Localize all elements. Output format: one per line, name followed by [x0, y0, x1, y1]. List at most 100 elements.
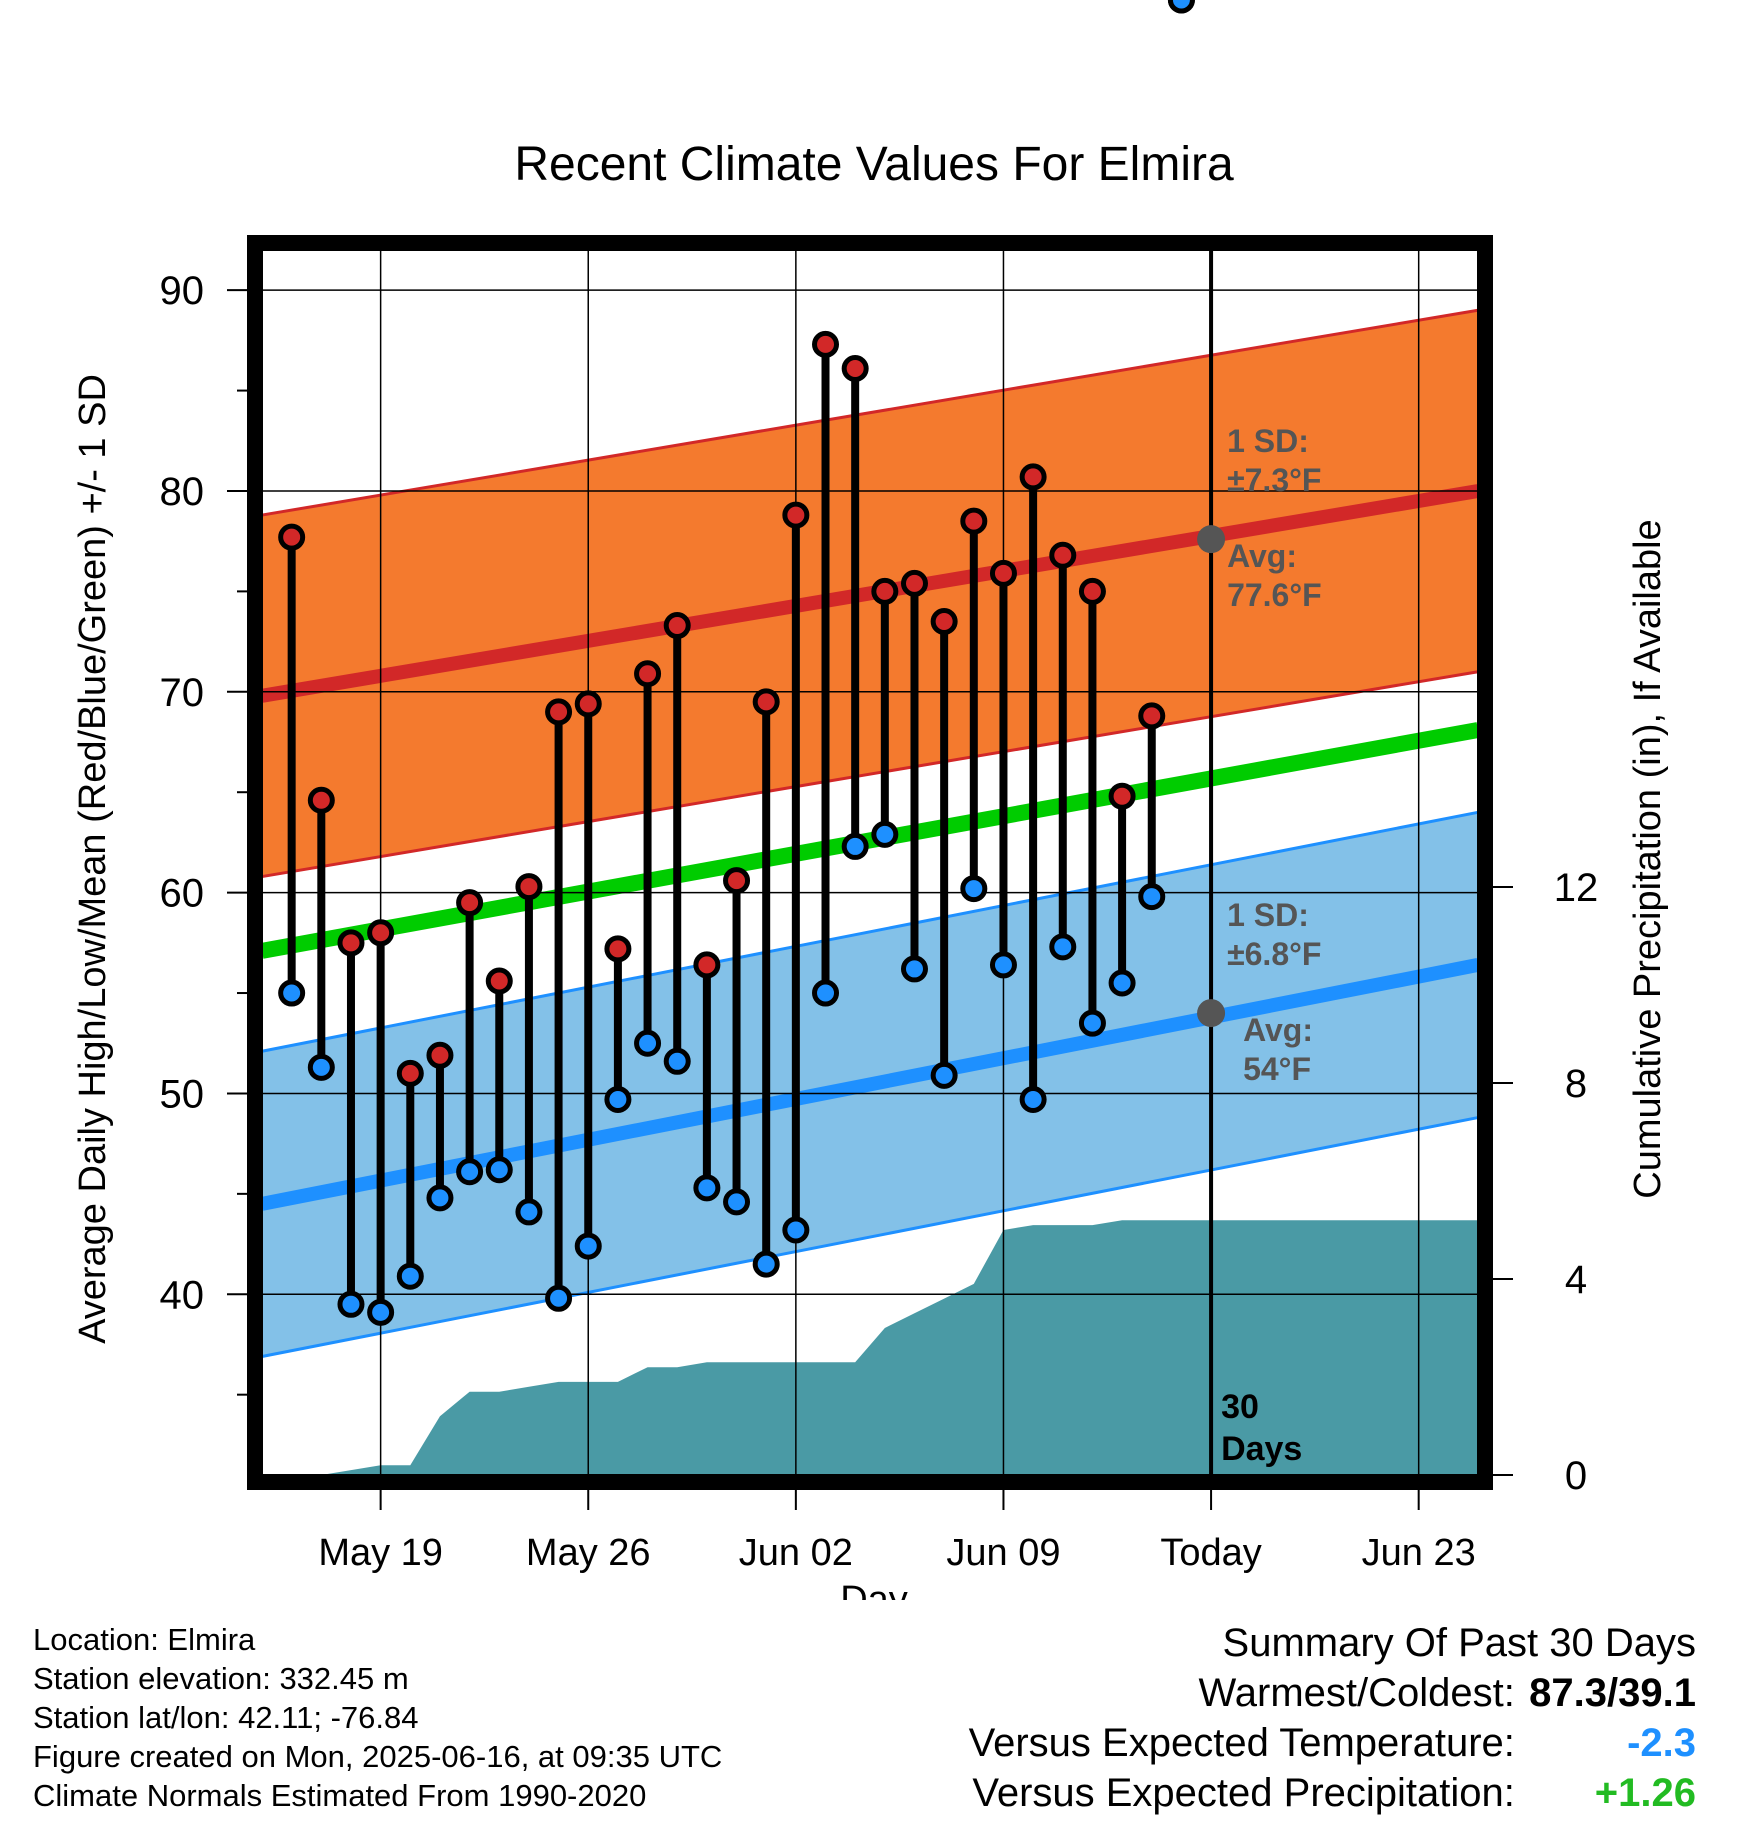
days-word-label: Days — [1221, 1430, 1302, 1468]
high-temp-point — [900, 569, 928, 597]
low-temp-point — [574, 1232, 602, 1260]
low-temp-point — [960, 875, 988, 903]
low-temp-point — [1167, 0, 1195, 14]
x-tick-label: Jun 02 — [739, 1532, 853, 1574]
summary-precip-row: Versus Expected Precipitation: +1.26 — [969, 1768, 1696, 1818]
temp-label: Versus Expected Temperature: — [968, 1721, 1515, 1765]
normals-text: Climate Normals Estimated From 1990-2020 — [33, 1778, 647, 1813]
high-temp-point — [693, 951, 721, 979]
high-temp-point — [456, 889, 484, 917]
high-temp-point — [930, 608, 958, 636]
low-temp-point — [1138, 883, 1166, 911]
y-tick-label: 60 — [160, 872, 205, 916]
high-temp-point — [634, 660, 662, 688]
temp-value: -2.3 — [1627, 1721, 1696, 1765]
low-avg-label: Avg: — [1243, 1012, 1313, 1048]
low-temp-point — [989, 951, 1017, 979]
high-sd-text: ±7.3°F — [1227, 462, 1321, 498]
today-high-avg-marker — [1197, 525, 1226, 554]
low-temp-point — [545, 1284, 573, 1312]
high-temp-point — [307, 786, 335, 814]
days-count-label: 30 — [1221, 1388, 1259, 1426]
y-right-tick-label: 12 — [1554, 866, 1599, 910]
low-temp-point — [485, 1156, 513, 1184]
high-temp-point — [782, 501, 810, 529]
precip-value: +1.26 — [1594, 1771, 1696, 1815]
y-tick-label: 80 — [160, 470, 205, 514]
low-sd-band-lower-edge — [261, 1116, 1479, 1358]
high-temp-point — [812, 330, 840, 358]
high-normal-line — [260, 484, 1480, 703]
high-temp-point — [337, 929, 365, 957]
low-temp-point — [752, 1250, 780, 1278]
high-temp-point — [426, 1041, 454, 1069]
high-sd-band-upper-edge — [261, 308, 1479, 517]
y-tick-label: 40 — [160, 1273, 205, 1317]
low-temp-point — [1019, 1085, 1047, 1113]
high-temp-point — [545, 698, 573, 726]
high-temp-point — [396, 1059, 424, 1087]
summary-warmest-row: Warmest/Coldest: 87.3/39.1 — [969, 1668, 1697, 1718]
station-info: Location: Elmira Station elevation: 332.… — [33, 1620, 833, 1815]
low-temp-point — [456, 1158, 484, 1186]
high-temp-point — [752, 688, 780, 716]
high-temp-point — [604, 935, 632, 963]
low-temp-point — [723, 1188, 751, 1216]
precip-label: Versus Expected Precipitation: — [972, 1771, 1515, 1815]
low-avg-text: 54°F — [1243, 1051, 1311, 1087]
high-temp-point — [574, 690, 602, 718]
high-temp-point — [989, 559, 1017, 587]
low-temp-point — [367, 1298, 395, 1326]
y-right-tick-label: 4 — [1565, 1258, 1587, 1302]
elevation-text: Station elevation: 332.45 m — [33, 1661, 409, 1696]
warmest-label: Warmest/Coldest: — [1198, 1671, 1515, 1715]
high-temp-point — [515, 873, 543, 901]
x-tick-label: May 19 — [318, 1532, 443, 1574]
low-temp-point — [1108, 969, 1136, 997]
climate-chart: Recent Climate Values For Elmira 1 SD:±7… — [72, 0, 1669, 1600]
x-tick-label: Jun 09 — [946, 1532, 1060, 1574]
high-temp-point — [723, 867, 751, 895]
high-avg-label: Avg: — [1227, 538, 1297, 574]
y-right-tick-label: 0 — [1565, 1454, 1587, 1498]
precip-area — [262, 1220, 1478, 1475]
low-sd-label: 1 SD: — [1227, 897, 1309, 933]
y-axis-right-label: Cumulative Precipitation (in), If Availa… — [1627, 519, 1669, 1198]
low-temp-point — [663, 1047, 691, 1075]
high-sd-label: 1 SD: — [1227, 423, 1309, 459]
y-tick-label: 50 — [160, 1072, 205, 1116]
high-temp-point — [1108, 782, 1136, 810]
low-temp-point — [278, 979, 306, 1007]
high-avg-text: 77.6°F — [1227, 577, 1322, 613]
low-temp-point — [693, 1174, 721, 1202]
chart-title: Recent Climate Values For Elmira — [514, 138, 1234, 191]
low-temp-point — [782, 1216, 810, 1244]
summary-title: Summary Of Past 30 Days — [1222, 1621, 1696, 1665]
high-temp-point — [367, 919, 395, 947]
low-temp-point — [396, 1262, 424, 1290]
high-temp-point — [1019, 463, 1047, 491]
y-tick-label: 70 — [160, 671, 205, 715]
low-sd-text: ±6.8°F — [1227, 936, 1321, 972]
summary-panel: Summary Of Past 30 Days Warmest/Coldest:… — [969, 1618, 1696, 1818]
y-axis-label: Average Daily High/Low/Mean (Red/Blue/Gr… — [72, 374, 114, 1344]
low-temp-point — [515, 1198, 543, 1226]
low-temp-point — [900, 955, 928, 983]
location-text: Location: Elmira — [33, 1622, 256, 1657]
low-temp-point — [307, 1053, 335, 1081]
low-temp-point — [337, 1290, 365, 1318]
summary-temp-row: Versus Expected Temperature: -2.3 — [969, 1718, 1696, 1768]
low-temp-point — [930, 1061, 958, 1089]
low-temp-point — [1078, 1009, 1106, 1037]
low-temp-point — [634, 1029, 662, 1057]
high-temp-point — [841, 354, 869, 382]
high-temp-point — [1049, 541, 1077, 569]
x-tick-label: Jun 23 — [1362, 1532, 1476, 1574]
low-sd-band-upper-edge — [261, 810, 1479, 1053]
x-axis-label: Day — [840, 1579, 908, 1600]
latlon-text: Station lat/lon: 42.11; -76.84 — [33, 1700, 419, 1735]
high-temp-point — [960, 507, 988, 535]
low-temp-point — [812, 979, 840, 1007]
today-low-avg-marker — [1197, 999, 1226, 1028]
created-text: Figure created on Mon, 2025-06-16, at 09… — [33, 1739, 723, 1774]
